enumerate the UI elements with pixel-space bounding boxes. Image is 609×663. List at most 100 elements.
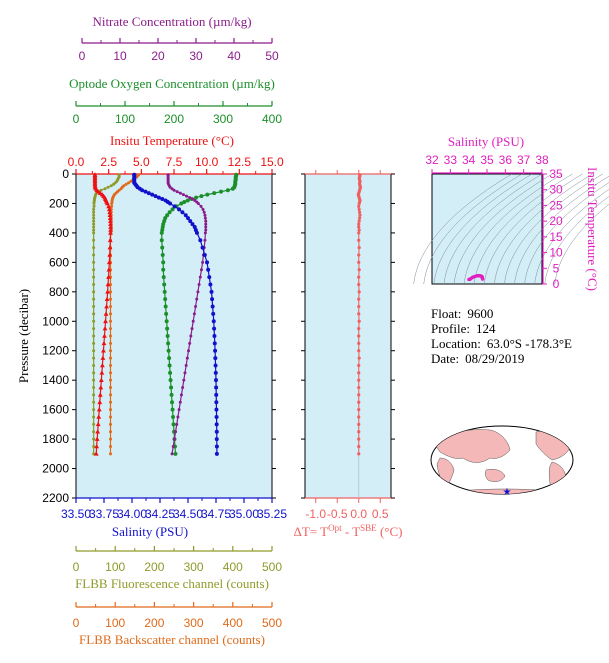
oxygen-point xyxy=(205,192,210,197)
oxygen-point xyxy=(168,370,173,375)
nitrate-point xyxy=(194,305,198,309)
oxygen-axis-title: Optode Oxygen Concentration (µm/kg) xyxy=(69,76,275,91)
salinity-point xyxy=(200,245,205,250)
oxygen-point xyxy=(170,400,175,405)
delta-point xyxy=(357,363,361,368)
oxygen-point xyxy=(165,334,170,338)
delta-point xyxy=(357,444,361,449)
salinity-tick-label: 35.00 xyxy=(229,507,259,521)
fluorescence-point xyxy=(92,422,96,426)
backscatter-tick-label: 0 xyxy=(73,616,80,630)
nitrate-point xyxy=(183,371,187,375)
nitrate-point xyxy=(203,231,207,235)
temperature-point xyxy=(102,326,108,331)
temperature-point xyxy=(95,421,101,427)
ts-density-contour xyxy=(473,173,573,285)
fluorescence-point xyxy=(92,312,96,316)
nitrate-point xyxy=(171,444,175,448)
salinity-point xyxy=(146,191,151,196)
ts-profile-point xyxy=(480,277,485,281)
fluorescence-point xyxy=(92,253,96,257)
temperature-point xyxy=(99,362,105,368)
nitrate-axis-title: Nitrate Concentration (µm/kg) xyxy=(92,14,251,29)
temperature-point xyxy=(95,429,101,434)
nitrate-point xyxy=(199,204,203,208)
oxygen-point xyxy=(164,311,169,316)
temperature-point xyxy=(98,377,104,382)
fluorescence-point xyxy=(106,185,110,189)
temperature-point xyxy=(97,399,103,405)
temperature-point xyxy=(106,259,112,265)
ts-density-contour xyxy=(514,175,609,285)
temperature-point xyxy=(99,370,105,375)
delta-point xyxy=(357,415,361,419)
salinity-point xyxy=(211,311,216,316)
nitrate-point xyxy=(204,222,208,226)
salinity-point xyxy=(211,319,216,324)
delta-point xyxy=(357,207,361,211)
nitrate-point xyxy=(203,216,207,220)
fluorescence-axis-title: FLBB Fluorescence channel (counts) xyxy=(75,576,269,591)
oxygen-point xyxy=(225,188,230,193)
fluorescence-point xyxy=(92,225,96,229)
nitrate-point xyxy=(203,213,207,217)
backscatter-tick-label: 400 xyxy=(223,616,243,630)
nitrate-point xyxy=(199,268,203,272)
oxygen-point xyxy=(159,238,164,243)
temperature-point xyxy=(108,221,113,226)
temperature-point xyxy=(108,227,114,232)
salinity-point xyxy=(177,207,182,212)
nitrate-point xyxy=(189,334,193,338)
backscatter-point xyxy=(108,312,112,316)
salinity-point xyxy=(172,204,177,209)
pressure-tick-label: 400 xyxy=(49,226,69,240)
fluorescence-tick-label: 300 xyxy=(184,560,204,574)
fluorescence-point xyxy=(92,228,96,232)
temperature-point xyxy=(106,274,111,279)
salinity-point xyxy=(214,407,219,412)
delta-point xyxy=(357,304,361,309)
oxygen-point xyxy=(165,326,170,331)
delta-point xyxy=(358,216,362,220)
temperature-point xyxy=(107,218,113,223)
salinity-tick-label: 33.75 xyxy=(89,507,119,521)
fluorescence-point xyxy=(92,282,96,286)
fluorescence-point xyxy=(92,319,96,323)
temperature-point xyxy=(107,215,113,220)
delta-tick-label: -0.5 xyxy=(327,507,348,521)
nitrate-point xyxy=(204,228,208,232)
oxygen-point xyxy=(199,194,204,199)
salinity-point xyxy=(214,422,219,427)
oxygen-point xyxy=(173,451,178,456)
oxygen-point xyxy=(167,356,172,361)
delta-point xyxy=(357,225,361,229)
backscatter-point xyxy=(108,386,112,390)
backscatter-point xyxy=(108,371,112,375)
delta-point xyxy=(357,319,361,323)
oxygen-point xyxy=(161,222,166,227)
ts-density-contour xyxy=(433,173,533,285)
oxygen-point xyxy=(161,267,166,272)
temperature-point xyxy=(105,281,111,287)
salinity-point xyxy=(214,378,218,383)
fluorescence-point xyxy=(92,393,96,397)
delta-point xyxy=(357,238,361,242)
nitrate-point xyxy=(182,378,186,382)
oxygen-point xyxy=(168,378,173,383)
fluorescence-point xyxy=(112,182,116,186)
temperature-tick-label: 2.5 xyxy=(100,155,117,169)
nitrate-tick-label: 10 xyxy=(113,49,127,63)
backscatter-point xyxy=(108,334,112,338)
svg-text:Date:08/29/2019: Date: 08/29/2019 xyxy=(431,351,524,366)
salinity-tick-label: 34.50 xyxy=(173,507,203,521)
salinity-point xyxy=(214,400,219,405)
fluorescence-point xyxy=(92,444,96,448)
salinity-point xyxy=(214,392,219,397)
temperature-point xyxy=(94,443,100,449)
pressure-tick-label: 1200 xyxy=(42,344,69,358)
nitrate-point xyxy=(181,193,185,197)
nitrate-point xyxy=(201,260,205,264)
fluorescence-point xyxy=(92,238,96,242)
fluorescence-point xyxy=(92,356,96,360)
